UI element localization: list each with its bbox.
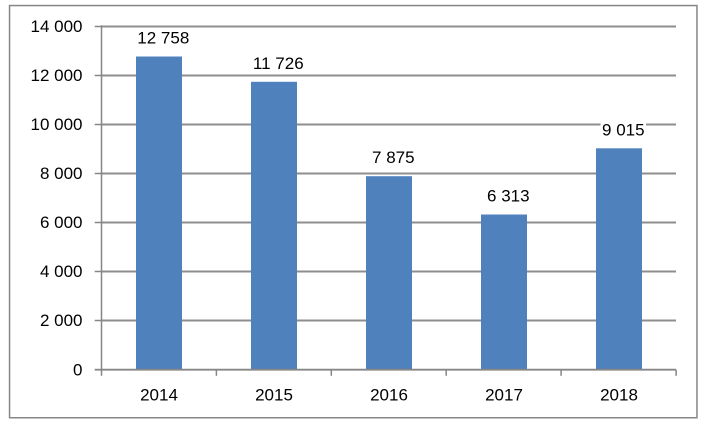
- svg-text:0: 0: [73, 361, 82, 380]
- svg-text:6 313: 6 313: [487, 187, 530, 206]
- svg-text:9 015: 9 015: [602, 120, 645, 139]
- svg-text:10 000: 10 000: [31, 115, 83, 134]
- svg-text:2016: 2016: [370, 385, 408, 404]
- svg-text:7 875: 7 875: [372, 148, 415, 167]
- svg-text:14 000: 14 000: [31, 17, 83, 36]
- svg-text:12 758: 12 758: [137, 29, 189, 48]
- svg-text:12 000: 12 000: [31, 66, 83, 85]
- svg-text:8 000: 8 000: [40, 164, 83, 183]
- svg-text:11 726: 11 726: [253, 54, 304, 73]
- svg-text:2 000: 2 000: [40, 311, 83, 330]
- svg-text:6 000: 6 000: [40, 213, 83, 232]
- svg-text:2017: 2017: [485, 385, 523, 404]
- svg-text:4 000: 4 000: [40, 262, 83, 281]
- svg-text:2018: 2018: [600, 385, 638, 404]
- svg-text:2014: 2014: [140, 385, 178, 404]
- svg-text:2015: 2015: [255, 385, 293, 404]
